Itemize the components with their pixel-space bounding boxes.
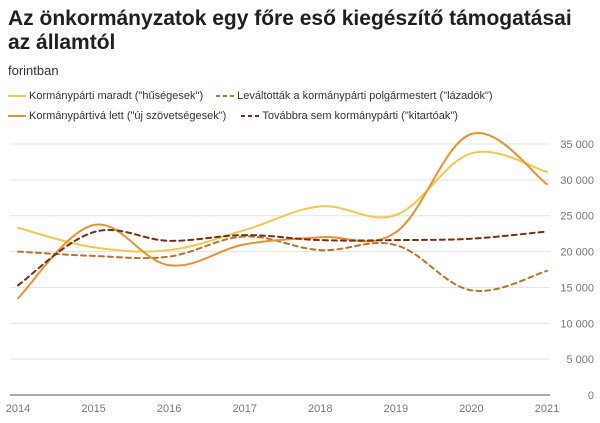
line-chart: 0 5 000 10 000 15 000 20 000 25 000 30 000 35 0… bbox=[6, 132, 594, 415]
chart-subtitle: forintban bbox=[8, 63, 59, 78]
chart-title: Az önkormányzatok egy főre eső kiegészít… bbox=[8, 7, 572, 54]
y-tick-label: 10 000 bbox=[560, 318, 594, 330]
legend-swatch-husegesek bbox=[8, 95, 26, 98]
legend-label-kitartoak: Továbbra sem kormánypárti ("kitartóak") bbox=[262, 110, 458, 122]
x-tick-label: 2021 bbox=[535, 403, 559, 415]
series-line-uj-szovetsegesek bbox=[17, 132, 548, 300]
legend-swatch-lazadok bbox=[216, 95, 235, 98]
x-tick-label: 2015 bbox=[81, 403, 105, 415]
x-tick-label: 2018 bbox=[308, 403, 332, 415]
y-tick-label: 0 bbox=[588, 390, 594, 402]
legend-label-husegesek: Kormánypárti maradt ("hűségesek") bbox=[29, 90, 204, 102]
legend-item-uj-szovetsegesek: Kormánypártivá lett ("új szövetségesek") bbox=[8, 106, 226, 126]
legend-item-husegesek: Kormánypárti maradt ("hűségesek") bbox=[8, 86, 203, 106]
x-tick-label: 2016 bbox=[157, 403, 181, 415]
series-line-husegesek bbox=[17, 150, 548, 253]
legend-item-lazadok: Leváltották a kormánypárti polgármestert… bbox=[216, 86, 493, 106]
y-tick-label: 20 000 bbox=[560, 247, 594, 259]
x-tick-label: 2017 bbox=[232, 403, 256, 415]
legend-swatch-kitartoak bbox=[241, 115, 260, 118]
chart-legend: Kormánypárti maradt ("hűségesek") Levált… bbox=[8, 86, 596, 126]
legend-swatch-uj-szovetsegesek bbox=[8, 115, 26, 118]
y-tick-label: 30 000 bbox=[560, 175, 594, 187]
series-line-lazadok bbox=[17, 235, 548, 292]
y-tick-label: 5 000 bbox=[566, 354, 594, 366]
x-tick-label: 2019 bbox=[384, 403, 408, 415]
series-line-kitartoak bbox=[17, 228, 548, 287]
y-tick-label: 15 000 bbox=[560, 282, 594, 294]
x-tick-label: 2020 bbox=[459, 403, 483, 415]
y-tick-label: 35 000 bbox=[560, 139, 594, 151]
legend-item-kitartoak: Továbbra sem kormánypárti ("kitartóak") bbox=[241, 106, 458, 126]
x-tick-label: 2014 bbox=[6, 403, 30, 415]
legend-label-uj-szovetsegesek: Kormánypártivá lett ("új szövetségesek") bbox=[29, 110, 227, 122]
legend-label-lazadok: Leváltották a kormánypárti polgármestert… bbox=[237, 90, 493, 102]
y-tick-label: 25 000 bbox=[560, 211, 594, 223]
